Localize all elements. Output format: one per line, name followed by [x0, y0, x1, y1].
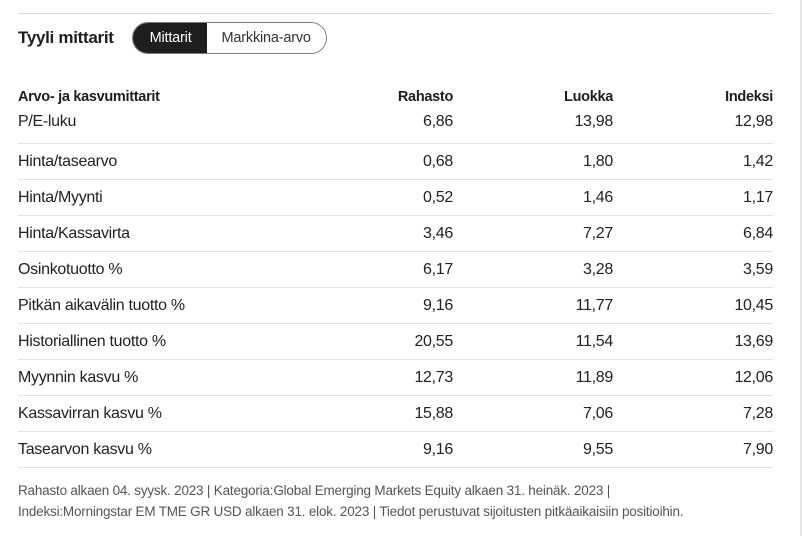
index-value: 13,69	[613, 323, 773, 360]
table-row: Tasearvon kasvu % 9,16 9,55 7,90	[18, 431, 773, 468]
category-value: 1,80	[453, 143, 613, 180]
category-value: 11,89	[453, 359, 613, 396]
fund-value: 12,73	[318, 359, 453, 396]
panel-edge	[800, 0, 802, 536]
footnote-line-2: Indeksi:Morningstar EM TME GR USD alkaen…	[18, 504, 684, 519]
metric-label: Hinta/Kassavirta	[18, 215, 318, 252]
table-row: Myynnin kasvu % 12,73 11,89 12,06	[18, 359, 773, 396]
index-value: 7,28	[613, 395, 773, 432]
section-title: Tyyli mittarit	[18, 28, 114, 47]
metric-label: Tasearvon kasvu %	[18, 431, 318, 468]
category-value: 7,06	[453, 395, 613, 432]
category-value: 3,28	[453, 251, 613, 288]
index-value: 1,42	[613, 143, 773, 180]
index-value: 6,84	[613, 215, 773, 252]
fund-value: 0,68	[318, 143, 453, 180]
table-row: Kassavirran kasvu % 15,88 7,06 7,28	[18, 395, 773, 432]
fund-value: 9,16	[318, 287, 453, 324]
category-value: 9,55	[453, 431, 613, 468]
metric-label: Hinta/Myynti	[18, 179, 318, 216]
fund-value: 9,16	[318, 431, 453, 468]
metrics-table: Arvo- ja kasvumittarit Rahasto Luokka In…	[18, 82, 773, 468]
table-row: Hinta/tasearvo 0,68 1,80 1,42	[18, 143, 773, 180]
tab-mittarit[interactable]: Mittarit	[132, 23, 207, 53]
table-row: Osinkotuotto % 6,17 3,28 3,59	[18, 251, 773, 288]
fund-value: 15,88	[318, 395, 453, 432]
category-value: 1,46	[453, 179, 613, 216]
table-header-row: Arvo- ja kasvumittarit Rahasto Luokka In…	[18, 82, 773, 111]
index-value: 10,45	[613, 287, 773, 324]
table-row: P/E-luku 6,86 13,98 12,98	[18, 111, 773, 144]
metric-label: Myynnin kasvu %	[18, 359, 318, 396]
index-value: 1,17	[613, 179, 773, 216]
index-value: 7,90	[613, 431, 773, 468]
metric-label: P/E-luku	[18, 111, 318, 144]
index-value: 12,98	[613, 111, 773, 144]
metric-label: Historiallinen tuotto %	[18, 323, 318, 360]
section-header: Tyyli mittarit Mittarit Markkina-arvo	[18, 22, 327, 54]
metric-label: Kassavirran kasvu %	[18, 395, 318, 432]
tab-markkina-arvo[interactable]: Markkina-arvo	[206, 23, 326, 53]
top-divider	[18, 13, 773, 14]
column-header-fund: Rahasto	[397, 88, 453, 105]
category-value: 7,27	[453, 215, 613, 252]
metric-label: Pitkän aikavälin tuotto %	[18, 287, 318, 324]
metric-label: Hinta/tasearvo	[18, 143, 318, 180]
column-header-category: Luokka	[564, 88, 613, 105]
footnote: Rahasto alkaen 04. syysk. 2023 | Kategor…	[18, 480, 778, 522]
metric-label: Osinkotuotto %	[18, 251, 318, 288]
category-value: 11,54	[453, 323, 613, 360]
column-header-index: Indeksi	[725, 88, 773, 105]
table-row: Hinta/Kassavirta 3,46 7,27 6,84	[18, 215, 773, 252]
view-toggle: Mittarit Markkina-arvo	[131, 22, 327, 54]
index-value: 3,59	[613, 251, 773, 288]
table-row: Pitkän aikavälin tuotto % 9,16 11,77 10,45	[18, 287, 773, 324]
category-value: 11,77	[453, 287, 613, 324]
index-value: 12,06	[613, 359, 773, 396]
table-row: Historiallinen tuotto % 20,55 11,54 13,69	[18, 323, 773, 360]
fund-value: 6,17	[318, 251, 453, 288]
footnote-line-1: Rahasto alkaen 04. syysk. 2023 | Kategor…	[18, 483, 611, 498]
table-row: Hinta/Myynti 0,52 1,46 1,17	[18, 179, 773, 216]
fund-value: 6,86	[318, 111, 453, 144]
column-header-metric: Arvo- ja kasvumittarit	[18, 88, 160, 105]
category-value: 13,98	[453, 111, 613, 144]
fund-value: 0,52	[318, 179, 453, 216]
fund-value: 3,46	[318, 215, 453, 252]
fund-value: 20,55	[318, 323, 453, 360]
